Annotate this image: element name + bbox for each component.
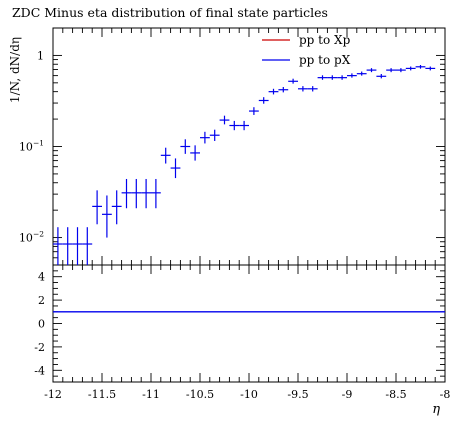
y-tick-labels: 1 10−1 10−2 [19, 49, 44, 244]
data-point [151, 178, 161, 209]
data-point [425, 66, 436, 71]
ratio-axis-ticks [52, 264, 446, 383]
x-tick-label: -9.5 [287, 388, 308, 401]
ratio-y-tick-label: -2 [34, 341, 45, 354]
ratio-y-tick-label: -4 [34, 364, 45, 377]
data-point [278, 87, 289, 93]
y-axis-label: 1/N, dN/dη [8, 37, 22, 103]
data-point [219, 115, 230, 125]
data-point [190, 145, 200, 161]
data-point [170, 158, 181, 179]
legend-label-pp-to-xp: pp to Xp [299, 33, 351, 47]
data-point [298, 86, 308, 92]
data-point [72, 227, 83, 265]
legend-label-pp-to-px: pp to pX [299, 53, 351, 67]
x-tick-labels: -12 -11.5 -11 -10.5 -10 -9.5 -9 -8.5 -8 [44, 388, 450, 401]
x-tick-label: -9 [342, 388, 353, 401]
data-point [180, 139, 191, 154]
data-point [288, 78, 298, 84]
chart-title: ZDC Minus eta distribution of final stat… [12, 5, 328, 20]
data-point [415, 64, 426, 69]
data-point [92, 190, 102, 225]
data-point [317, 75, 328, 80]
data-point [160, 147, 171, 164]
x-axis-label: η [432, 402, 440, 417]
x-tick-label: -10.5 [186, 388, 214, 401]
data-point [258, 97, 269, 104]
data-point [386, 68, 396, 73]
data-point [396, 68, 406, 73]
data-point [62, 227, 73, 265]
data-point [268, 88, 279, 95]
y-tick-label: 10−1 [19, 139, 44, 154]
data-point [131, 178, 142, 209]
ratio-y-tick-labels: 4 2 0 -2 -4 [34, 271, 45, 378]
data-point [356, 71, 367, 76]
x-tick-label: -11 [142, 388, 160, 401]
x-tick-label: -12 [44, 388, 62, 401]
legend: pp to Xp pp to pX [262, 33, 351, 67]
x-tick-label: -10 [240, 388, 258, 401]
data-point [102, 195, 112, 238]
data-point [121, 178, 132, 209]
data-point [327, 75, 338, 80]
data-point [376, 74, 387, 79]
x-tick-label: -8 [440, 388, 451, 401]
data-point [307, 86, 318, 92]
y-tick-label: 10−2 [19, 230, 44, 245]
data-point [200, 131, 210, 144]
data-point [82, 227, 93, 265]
data-point [337, 75, 347, 80]
data-point [229, 120, 240, 131]
ratio-plot-frame [52, 264, 446, 383]
data-points [53, 64, 436, 265]
ratio-y-tick-label: 2 [38, 294, 45, 307]
x-tick-label: -8.5 [385, 388, 406, 401]
data-point [366, 68, 377, 73]
ratio-y-tick-label: 4 [38, 271, 45, 284]
data-point [111, 190, 122, 225]
data-point [249, 107, 259, 115]
data-point [53, 227, 63, 265]
main-plot-frame [52, 27, 446, 266]
y-tick-label: 1 [37, 49, 44, 62]
ratio-y-tick-label: 0 [38, 318, 45, 331]
data-point [239, 120, 249, 131]
data-point [405, 66, 416, 71]
x-tick-label: -11.5 [88, 388, 116, 401]
main-axis-ticks [52, 27, 446, 266]
data-point [347, 73, 357, 78]
data-point [141, 178, 151, 209]
data-point [209, 129, 220, 141]
